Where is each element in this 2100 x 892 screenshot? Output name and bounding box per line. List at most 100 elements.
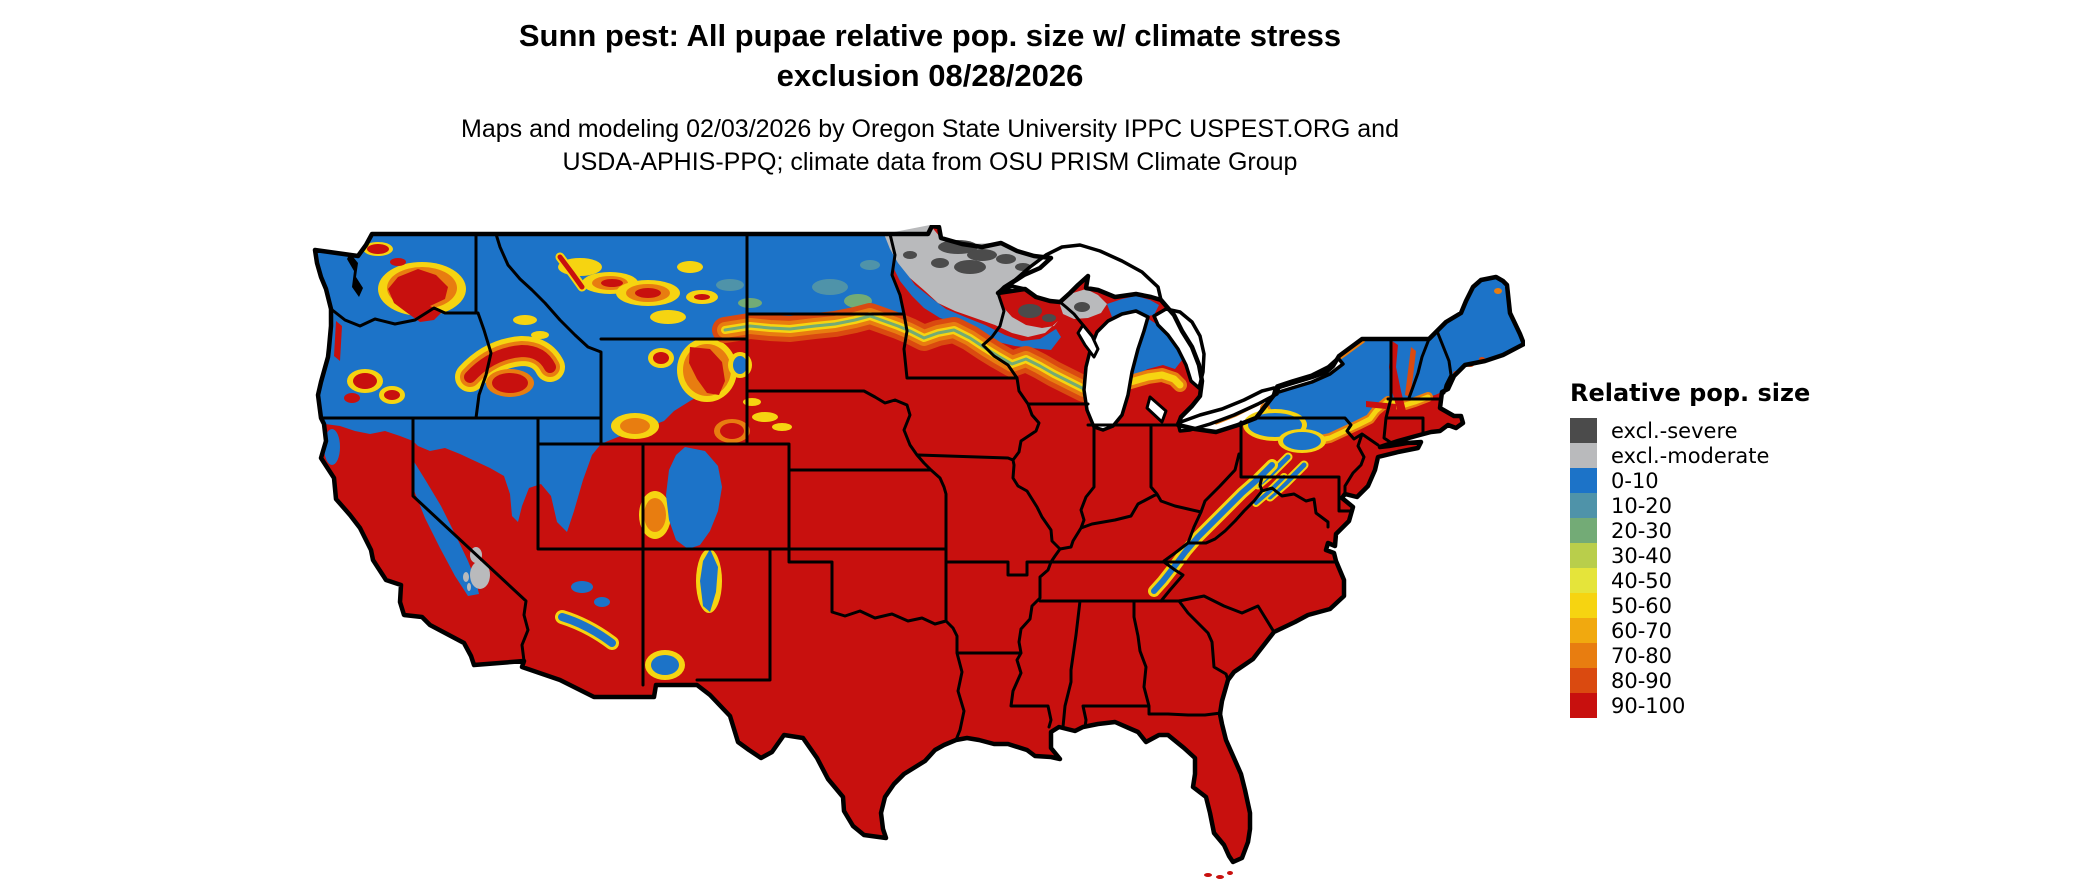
legend-label: 20-30 — [1611, 518, 1673, 543]
blue-blackhills — [733, 356, 747, 374]
darkgray-severe — [1074, 302, 1090, 312]
blue-nca-coast — [324, 429, 340, 465]
legend-label: excl.-moderate — [1611, 443, 1770, 468]
legend-swatch — [1570, 493, 1597, 518]
legend-item-30-40: 30-40 — [1570, 543, 1810, 568]
map-title-line2: exclusion 08/28/2026 — [776, 58, 1084, 93]
blue-az-rim — [571, 581, 593, 593]
blue-co-rockies — [666, 447, 722, 549]
band-plains-green — [723, 314, 1086, 391]
red-nw-wa — [390, 258, 406, 266]
legend-label: 90-100 — [1611, 693, 1686, 718]
legend-label: 60-70 — [1611, 618, 1673, 643]
blue-nm-sangre — [700, 549, 718, 612]
blue-west-region — [315, 234, 904, 532]
green-mt — [738, 298, 762, 308]
legend-swatch — [1570, 518, 1597, 543]
map-title-line1: Sunn pest: All pupae relative pop. size … — [518, 18, 1342, 53]
darkgray-severe — [996, 254, 1016, 264]
red-se-oregon — [344, 393, 360, 403]
darkgray-severe — [1042, 314, 1056, 322]
red-mt — [635, 288, 661, 298]
legend-swatch — [1570, 618, 1597, 643]
legend-swatch — [1570, 668, 1597, 693]
red-se-wyoming — [720, 423, 744, 439]
blue-pa-plateau — [1283, 432, 1321, 450]
legend-item-40-50: 40-50 — [1570, 568, 1810, 593]
teal-nd — [860, 260, 880, 270]
state-borders — [319, 232, 1453, 742]
legend-label: 70-80 — [1611, 643, 1673, 668]
blue-az-mogollon — [558, 613, 616, 647]
legend-swatch — [1570, 593, 1597, 618]
orange-sw-wyoming — [620, 418, 650, 434]
legend: Relative pop. size excl.-severe excl.-mod… — [1570, 379, 1810, 718]
legend-label: excl.-severe — [1611, 418, 1738, 443]
yellow-mt — [650, 310, 686, 324]
red-mt — [601, 279, 623, 287]
red-mt-front — [557, 254, 585, 290]
darkgray-severe — [903, 251, 917, 259]
legend-item-10-20: 10-20 — [1570, 493, 1810, 518]
us-map — [312, 225, 1525, 879]
red-champlain-hudson — [1389, 341, 1406, 413]
legend-item-excl.-severe: excl.-severe — [1570, 418, 1810, 443]
legend-swatch — [1570, 418, 1597, 443]
map-title: Sunn pest: All pupae relative pop. size … — [100, 16, 1760, 96]
legend-item-60-70: 60-70 — [1570, 618, 1810, 643]
legend-swatch — [1570, 443, 1597, 468]
blue-az-rim — [594, 597, 610, 607]
legend-swatch — [1570, 568, 1597, 593]
legend-item-90-100: 90-100 — [1570, 693, 1810, 718]
legend-label: 50-60 — [1611, 593, 1673, 618]
red-florida-keys — [1227, 871, 1233, 875]
us-outline — [312, 225, 1525, 865]
puget-sound — [347, 253, 363, 297]
map-subtitle-line2: USDA-APHIS-PPQ; climate data from OSU PR… — [562, 148, 1298, 176]
orange-wcolorado — [644, 498, 666, 532]
red-florida-keys — [1204, 873, 1212, 877]
gray-utah-saltflat — [470, 561, 490, 589]
lake-michigan — [1082, 309, 1150, 432]
legend-label: 10-20 — [1611, 493, 1673, 518]
legend-label: 30-40 — [1611, 543, 1673, 568]
legend-item-80-90: 80-90 — [1570, 668, 1810, 693]
yellow-sandhills — [772, 423, 792, 431]
map-subtitle-line1: Maps and modeling 02/03/2026 by Oregon S… — [461, 115, 1399, 143]
legend-swatch — [1570, 543, 1597, 568]
yellow-sandhills — [752, 412, 778, 422]
saginaw-bay — [1145, 395, 1168, 424]
gray-sierra-fleck — [463, 572, 469, 582]
legend-title: Relative pop. size — [1570, 379, 1811, 407]
legend-label: 80-90 — [1611, 668, 1673, 693]
blue-appalachian-ridge — [1254, 475, 1286, 505]
legend-item-20-30: 20-30 — [1570, 518, 1810, 543]
blue-nm-gila — [651, 655, 679, 675]
red-snake-blob — [492, 373, 528, 393]
red-se-oregon — [384, 390, 400, 400]
title-block: Sunn pest: All pupae relative pop. size … — [100, 16, 1760, 179]
legend-label: 0-10 — [1611, 468, 1659, 493]
legend-swatch — [1570, 643, 1597, 668]
gray-sierra-fleck — [467, 583, 471, 591]
yellow-id-speckle — [513, 315, 537, 325]
darkgray-severe — [931, 258, 949, 268]
red-mt — [694, 294, 710, 300]
red-se-oregon — [353, 373, 377, 389]
legend-swatch — [1570, 468, 1597, 493]
legend-item-excl.-moderate: excl.-moderate — [1570, 443, 1810, 468]
red-willamette — [334, 321, 342, 361]
blue-appalachian-ridge — [1151, 462, 1275, 594]
legend-label: 40-50 — [1611, 568, 1673, 593]
red-wy-powder — [689, 347, 725, 395]
yellow-mt — [677, 261, 703, 273]
map-subtitle: Maps and modeling 02/03/2026 by Oregon S… — [100, 113, 1760, 179]
darkgray-severe — [954, 260, 986, 274]
legend-item-0-10: 0-10 — [1570, 468, 1810, 493]
legend-swatch — [1570, 693, 1597, 718]
legend-item-70-80: 70-80 — [1570, 643, 1810, 668]
red-nw-wa — [367, 244, 389, 254]
red-snake-plain — [464, 345, 556, 383]
gray-minnesota-wisconsin — [884, 225, 1058, 337]
